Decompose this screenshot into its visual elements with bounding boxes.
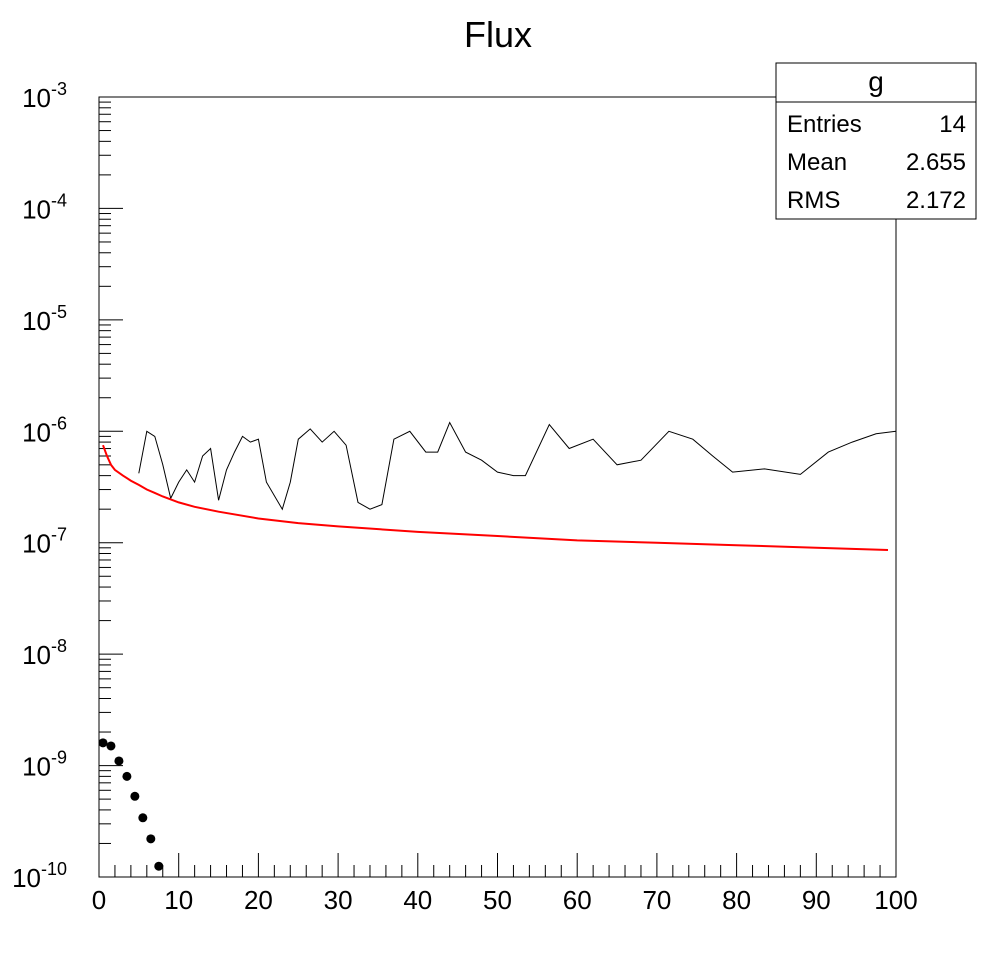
stats-mean-label: Mean (787, 149, 847, 176)
y-tick-exponent: -6 (51, 413, 67, 433)
stats-box-title: g (868, 66, 884, 97)
x-tick-label: 0 (92, 885, 106, 915)
x-tick-label: 50 (483, 885, 512, 915)
stats-mean-value: 2.655 (906, 149, 966, 176)
x-tick-label: 30 (324, 885, 353, 915)
y-tick-exponent: -9 (51, 748, 67, 768)
data-point (106, 741, 116, 751)
stats-entries-value: 14 (939, 111, 966, 138)
stats-rms-label: RMS (787, 187, 840, 214)
y-tick-label: 10-6 (22, 413, 67, 447)
series-line-1 (102, 444, 889, 551)
y-tick-base: 10 (22, 529, 51, 559)
stats-entries-label: Entries (787, 111, 862, 138)
series-layer (98, 421, 897, 871)
x-tick-label: 80 (722, 885, 751, 915)
stats-box-frame (775, 62, 977, 220)
x-tick-label: 70 (642, 885, 671, 915)
y-tick-exponent: -8 (51, 636, 67, 656)
x-tick-label: 10 (164, 885, 193, 915)
x-tick-label: 90 (802, 885, 831, 915)
y-tick-exponent: -7 (51, 525, 67, 545)
stats-rms-value: 2.172 (906, 187, 966, 214)
x-axis-tick-labels: 0 10 20 30 40 50 60 70 80 90 100 (92, 885, 918, 915)
series-line-0 (138, 421, 897, 511)
y-tick-exponent: -3 (51, 79, 67, 99)
y-tick-exponent: -5 (51, 302, 67, 322)
data-point (114, 756, 124, 766)
y-tick-label: 10-7 (22, 525, 67, 559)
y-tick-base: 10 (22, 417, 51, 447)
y-tick-base: 10 (22, 83, 51, 113)
data-point (154, 861, 164, 871)
y-tick-base: 10 (12, 863, 41, 893)
data-point (122, 771, 132, 781)
y-tick-base: 10 (22, 640, 51, 670)
data-point (138, 813, 148, 823)
y-tick-exponent: -4 (51, 190, 67, 210)
y-tick-label: 10-4 (22, 190, 67, 224)
y-tick-label: 10-5 (22, 302, 67, 336)
data-point (98, 738, 108, 748)
x-tick-label: 40 (403, 885, 432, 915)
y-tick-exponent: -10 (41, 859, 67, 879)
y-tick-label: 10-9 (22, 748, 67, 782)
x-tick-label: 60 (563, 885, 592, 915)
y-tick-base: 10 (22, 752, 51, 782)
data-point (130, 791, 140, 801)
axis-ticks (98, 96, 897, 878)
y-tick-base: 10 (22, 194, 51, 224)
x-tick-label: 20 (244, 885, 273, 915)
stats-box: g Entries 14 Mean 2.655 RMS 2.172 (775, 62, 977, 220)
x-tick-label: 100 (874, 885, 917, 915)
y-tick-label: 10-10 (12, 859, 67, 893)
y-tick-label: 10-3 (22, 79, 67, 113)
y-tick-label: 10-8 (22, 636, 67, 670)
y-tick-base: 10 (22, 306, 51, 336)
data-point (146, 834, 156, 844)
chart-title: Flux (464, 14, 532, 55)
